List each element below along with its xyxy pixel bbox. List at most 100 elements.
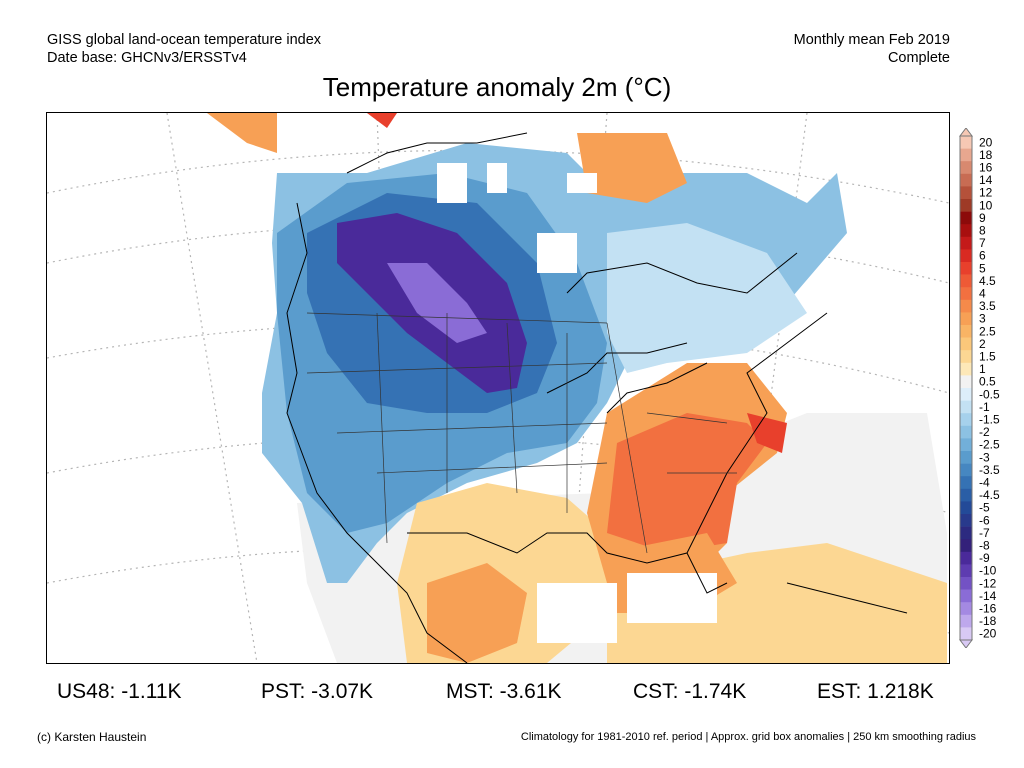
colorbar-tick-label: 12 bbox=[979, 186, 993, 200]
colorbar-swatch bbox=[960, 211, 972, 225]
colorbar-tick-label: 8 bbox=[979, 224, 986, 238]
stat-mst: MST: -3.61K bbox=[446, 680, 562, 703]
colorbar-swatch bbox=[960, 375, 972, 389]
colorbar-legend: 201816141210987654.543.532.521.510.5-0.5… bbox=[959, 128, 1000, 648]
colorbar-swatch bbox=[960, 325, 972, 338]
stat-us48: US48: -1.11K bbox=[57, 680, 182, 703]
colorbar-tick-label: 7 bbox=[979, 236, 986, 250]
colorbar-swatch bbox=[960, 400, 972, 414]
colorbar-tick-label: 5 bbox=[979, 261, 986, 275]
colorbar-swatch bbox=[960, 463, 972, 477]
colorbar-swatch bbox=[960, 476, 972, 490]
colorbar-swatch bbox=[960, 526, 972, 540]
colorbar-tick-label: -2 bbox=[979, 425, 990, 439]
colorbar-tick-label: -9 bbox=[979, 551, 990, 565]
data-base-label: Date base: GHCNv3/ERSSTv4 bbox=[47, 50, 247, 66]
colorbar-swatch bbox=[960, 312, 972, 326]
colorbar-tick-label: -6 bbox=[979, 513, 990, 527]
colorbar-tick-label: -4.5 bbox=[979, 488, 1000, 502]
colorbar-swatch bbox=[960, 627, 972, 641]
period-label: Monthly mean Feb 2019 bbox=[793, 32, 950, 48]
colorbar-swatch bbox=[960, 438, 972, 452]
colorbar-swatch bbox=[960, 488, 972, 502]
colorbar-swatch bbox=[960, 249, 972, 263]
colorbar-tick-label: 2 bbox=[979, 337, 986, 351]
colorbar-tick-label: -0.5 bbox=[979, 387, 1000, 401]
colorbar-tick-label: 6 bbox=[979, 249, 986, 263]
colorbar-tick-label: 3 bbox=[979, 312, 986, 326]
pale-blue-region bbox=[607, 223, 807, 373]
colorbar-tick-label: -20 bbox=[979, 627, 997, 641]
colorbar-swatch bbox=[960, 564, 972, 578]
stat-est: EST: 1.218K bbox=[817, 680, 934, 703]
colorbar-swatch bbox=[960, 614, 972, 628]
colorbar-swatch bbox=[960, 136, 972, 149]
colorbar-swatch bbox=[960, 287, 972, 301]
colorbar-swatch bbox=[960, 589, 972, 603]
stat-cst: CST: -1.74K bbox=[633, 680, 747, 703]
warm-anomaly-southeast-core bbox=[607, 413, 767, 553]
colorbar-swatch bbox=[960, 451, 972, 464]
warm-anomaly-mexico-core bbox=[427, 563, 527, 663]
colorbar-swatch bbox=[960, 173, 972, 187]
data-gaps bbox=[437, 163, 717, 643]
colorbar-tick-label: 0.5 bbox=[979, 375, 996, 389]
colorbar-tick-label: -1.5 bbox=[979, 413, 1000, 427]
borders bbox=[306, 312, 737, 554]
colorbar-tick-label: -12 bbox=[979, 576, 997, 590]
colorbar-tick-label: 4.5 bbox=[979, 274, 996, 288]
coastlines bbox=[286, 132, 908, 663]
colorbar-swatch bbox=[960, 224, 972, 238]
warm-anomaly-atlantic bbox=[747, 413, 787, 453]
colorbar-swatch bbox=[960, 551, 972, 565]
map-title: Temperature anomaly 2m (°C) bbox=[322, 72, 672, 102]
cold-anomaly-core-inner bbox=[387, 263, 487, 343]
colorbar-tick-label: 20 bbox=[979, 135, 993, 149]
colorbar-swatch bbox=[960, 425, 972, 439]
colorbar-swatch bbox=[960, 602, 972, 616]
colorbar-tick-label: -14 bbox=[979, 589, 997, 603]
colorbar-swatch bbox=[960, 577, 972, 590]
dataset-title: GISS global land-ocean temperature index bbox=[47, 32, 322, 48]
colorbar-swatch bbox=[960, 514, 972, 527]
methodology-note: Climatology for 1981-2010 ref. period | … bbox=[520, 731, 976, 743]
colorbar-min-arrow bbox=[959, 639, 973, 648]
completeness-label: Complete bbox=[887, 50, 950, 66]
colorbar-swatch bbox=[960, 274, 972, 288]
header-left: GISS global land-ocean temperature index… bbox=[47, 31, 321, 67]
colorbar-swatch bbox=[960, 148, 972, 162]
stat-pst: PST: -3.07K bbox=[261, 680, 374, 703]
colorbar-tick-label: -3.5 bbox=[979, 463, 1000, 477]
colorbar-tick-label: -4 bbox=[979, 476, 990, 490]
anomaly-map bbox=[46, 112, 950, 664]
colorbar-tick-label: -5 bbox=[979, 501, 990, 515]
colorbar-swatch bbox=[960, 388, 972, 401]
colorbar-swatch bbox=[960, 236, 972, 250]
colorbar-tick-label: -7 bbox=[979, 526, 990, 540]
colorbar-swatch bbox=[960, 501, 972, 515]
colorbar-swatch bbox=[960, 337, 972, 351]
colorbar-tick-label: 1 bbox=[979, 362, 986, 376]
colorbar-swatch bbox=[960, 299, 972, 313]
colorbar-tick-label: -18 bbox=[979, 614, 997, 628]
colorbar-swatch bbox=[960, 199, 972, 212]
anomaly-map-canvas bbox=[47, 113, 949, 663]
colorbar-tick-label: -2.5 bbox=[979, 438, 1000, 452]
colorbar-tick-label: 4 bbox=[979, 287, 986, 301]
colorbar-tick-label: 10 bbox=[979, 198, 993, 212]
colorbar-swatch bbox=[960, 350, 972, 364]
colorbar-tick-label: 14 bbox=[979, 173, 993, 187]
colorbar-tick-label: 9 bbox=[979, 211, 986, 225]
colorbar-swatch bbox=[960, 413, 972, 427]
colorbar-tick-label: 16 bbox=[979, 161, 993, 175]
region-stats: US48: -1.11K PST: -3.07K MST: -3.61K CST… bbox=[0, 680, 1024, 706]
colorbar-tick-label: -8 bbox=[979, 539, 990, 553]
colorbar-swatch bbox=[960, 539, 972, 553]
colorbar-swatch bbox=[960, 362, 972, 376]
colorbar-swatch bbox=[960, 186, 972, 200]
colorbar-frame bbox=[959, 135, 973, 641]
colorbar-tick-label: -16 bbox=[979, 602, 997, 616]
colorbar-swatch bbox=[960, 161, 972, 175]
colorbar-swatch bbox=[960, 262, 972, 275]
colorbar-tick-label: -1 bbox=[979, 400, 990, 414]
